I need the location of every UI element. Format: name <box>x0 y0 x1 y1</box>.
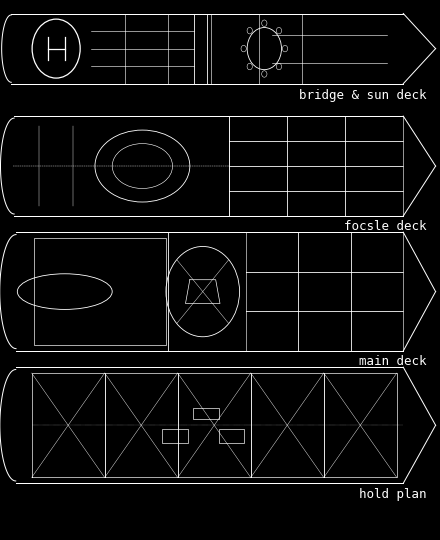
Text: focsle deck: focsle deck <box>345 220 427 233</box>
Bar <box>34 238 166 345</box>
Bar <box>193 408 219 420</box>
Bar <box>219 429 244 443</box>
Text: hold plan: hold plan <box>359 488 427 501</box>
Text: main deck: main deck <box>359 355 427 368</box>
Bar <box>162 429 188 443</box>
Text: bridge & sun deck: bridge & sun deck <box>299 89 427 102</box>
